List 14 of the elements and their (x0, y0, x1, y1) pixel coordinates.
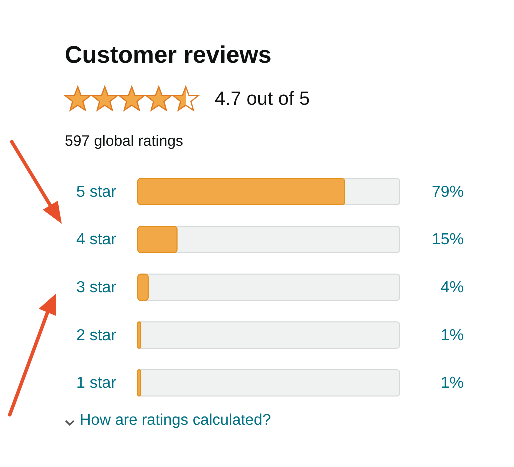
chart-subtitle: 597 global ratings (65, 133, 184, 150)
y-tick-label: 1 star (76, 375, 118, 392)
data-label: 1% (440, 375, 464, 392)
data-label: 79% (432, 184, 464, 201)
chart-title: Customer reviews (65, 42, 272, 70)
data-label: 1% (440, 327, 464, 344)
y-tick-label: 2 star (76, 327, 118, 344)
text: How are ratings calculated? (80, 412, 272, 430)
y-tick-label: 3 star (76, 280, 118, 296)
y-tick-label: 4 star (76, 232, 118, 249)
y-tick-label: 5 star (76, 184, 118, 201)
text: 4.7 out of 5 (215, 89, 310, 111)
data-label: 4% (440, 280, 464, 296)
data-label: 15% (432, 232, 464, 249)
